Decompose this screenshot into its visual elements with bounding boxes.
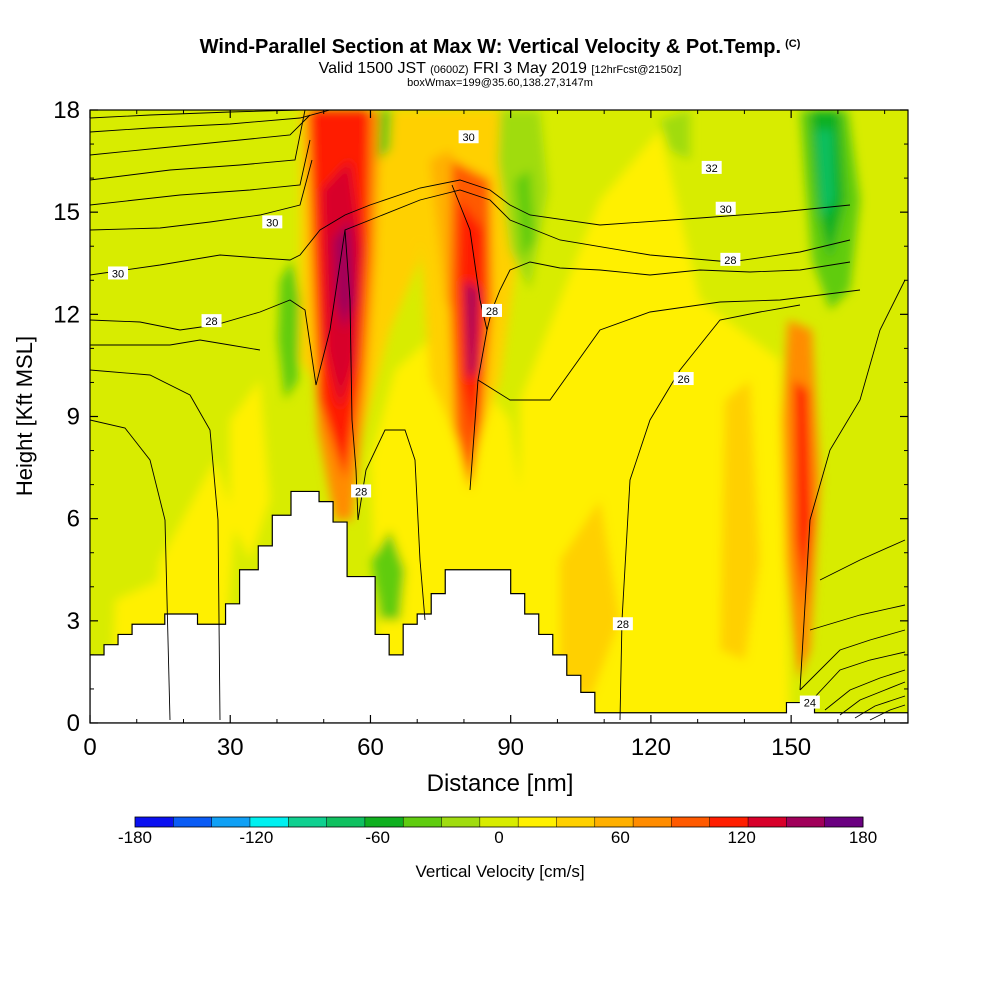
contour-label: 30 <box>108 266 129 280</box>
colorbar-swatch <box>594 817 634 827</box>
contour-label-box <box>799 695 820 709</box>
colorbar-swatch <box>441 817 481 827</box>
contour-label-box <box>673 372 694 386</box>
y-tick-label: 6 <box>67 506 80 533</box>
valid-utc: (0600Z) <box>430 64 469 76</box>
contour-label-text: 30 <box>112 268 124 280</box>
colorbar-swatch <box>671 817 711 827</box>
valid-prefix: Valid 1500 JST <box>318 60 426 77</box>
vertical-velocity-field: 30 32 30 30 30 28 28 28 26 28 28 24 <box>90 110 908 723</box>
contour-label-box <box>351 484 372 498</box>
colorbar-frame <box>134 816 864 828</box>
y-axis-label: Height [Kft MSL] <box>12 336 37 496</box>
contour-label-box <box>720 252 741 266</box>
axes: 0 30 60 90 120 150 0 3 6 9 12 15 18 <box>53 97 908 761</box>
colorbar-swatch <box>556 817 596 827</box>
x-axis-label: Distance [nm] <box>427 770 574 797</box>
contour-label: 24 <box>799 695 820 710</box>
contour-label: 28 <box>201 314 222 328</box>
colorbar-swatch <box>479 817 519 827</box>
contour-label-text: 26 <box>678 374 690 386</box>
chart-title: Wind-Parallel Section at Max W: Vertical… <box>0 36 1000 59</box>
colorbar: -180 -120 -60 0 60 120 180 <box>118 816 877 847</box>
contour-labels: 30 32 30 30 30 28 28 28 26 28 28 24 <box>108 130 820 710</box>
x-tick-label: 0 <box>83 734 96 761</box>
contour-label: 30 <box>715 201 736 216</box>
y-tick-label: 9 <box>67 404 80 431</box>
colorbar-swatch <box>403 817 443 827</box>
copyright-mark: (C) <box>785 38 801 50</box>
valid-date: FRI 3 May 2019 <box>473 60 587 77</box>
colorbar-swatch <box>288 817 328 827</box>
colorbar-swatch <box>786 817 826 827</box>
colorbar-tick-label: -120 <box>239 828 273 847</box>
y-tick-label: 18 <box>53 97 80 124</box>
contour-label-text: 28 <box>205 316 217 328</box>
contour-label-text: 28 <box>617 619 629 631</box>
colorbar-tick-label: 180 <box>849 828 877 847</box>
colorbar-swatch <box>824 817 864 827</box>
x-tick-label: 120 <box>631 734 671 761</box>
contour-label-text: 24 <box>804 698 816 710</box>
contour-label-box <box>262 215 283 229</box>
contour-label-box <box>458 130 479 144</box>
contour-label-text: 28 <box>724 255 736 267</box>
x-tick-label: 60 <box>357 734 384 761</box>
colorbar-tick-label: -60 <box>365 828 390 847</box>
y-tick-label: 0 <box>67 710 80 737</box>
y-tick-label: 3 <box>67 608 80 635</box>
colorbar-tick-label: -180 <box>118 828 152 847</box>
contour-label-text: 28 <box>355 486 367 498</box>
contour-label-box <box>612 617 633 631</box>
contour-label: 28 <box>612 617 633 631</box>
colorbar-label: Vertical Velocity [cm/s] <box>415 862 585 881</box>
chart-title-text: Wind-Parallel Section at Max W: Vertical… <box>199 36 782 58</box>
contour-label-box <box>481 303 502 317</box>
box-info: boxWmax=199@35.60,138.27,3147m <box>407 77 593 89</box>
contour-label-text: 30 <box>462 132 474 144</box>
colorbar-swatch <box>135 817 174 827</box>
contour-label-text: 28 <box>486 306 498 318</box>
contour-label-box <box>715 201 736 215</box>
colorbar-tick-label: 120 <box>727 828 755 847</box>
y-tick-label: 12 <box>53 301 80 328</box>
y-tick-label: 15 <box>53 199 80 226</box>
colorbar-swatch <box>249 817 289 827</box>
colorbar-swatch <box>326 817 366 827</box>
contour-label-box <box>201 314 222 328</box>
colorbar-swatch <box>633 817 672 827</box>
colorbar-swatch <box>364 817 404 827</box>
contour-label: 30 <box>458 130 479 144</box>
contour-label: 28 <box>720 252 741 267</box>
colorbar-tick-label: 0 <box>494 828 503 847</box>
contour-label: 30 <box>262 215 283 229</box>
colorbar-swatch <box>173 817 213 827</box>
x-tick-label: 150 <box>771 734 811 761</box>
colorbar-swatch <box>748 817 787 827</box>
colorbar-swatch <box>518 817 557 827</box>
contour-label-text: 30 <box>720 204 732 216</box>
contour-label-box <box>701 160 722 174</box>
potential-temperature-contours <box>90 110 906 721</box>
contour-label-text: 32 <box>706 163 718 175</box>
colorbar-swatch <box>709 817 749 827</box>
x-tick-label: 30 <box>217 734 244 761</box>
chart-subtitle: Valid 1500 JST (0600Z) FRI 3 May 2019 [1… <box>0 60 1000 78</box>
terrain-mask <box>90 490 908 723</box>
contour-label: 26 <box>673 372 694 386</box>
contour-label-box <box>108 266 129 280</box>
colorbar-tick-label: 60 <box>611 828 630 847</box>
colorbar-swatch <box>211 817 251 827</box>
contour-label: 28 <box>351 484 372 498</box>
x-tick-label: 90 <box>497 734 524 761</box>
contour-label-text: 30 <box>266 217 278 229</box>
velocity-shading <box>110 110 860 720</box>
contour-label: 28 <box>481 303 502 318</box>
forecast-info: [12hrFcst@2150z] <box>591 64 682 76</box>
contour-label: 32 <box>701 160 722 175</box>
